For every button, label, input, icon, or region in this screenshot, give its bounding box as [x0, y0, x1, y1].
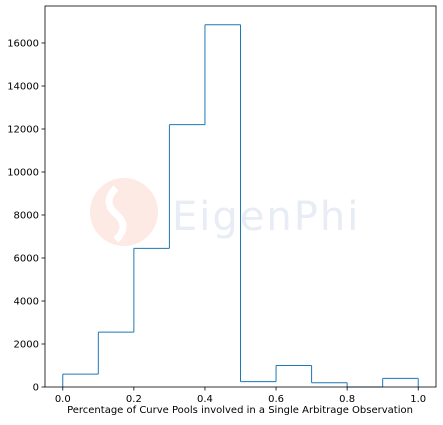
x-tick-label: 0.0: [55, 394, 71, 405]
x-tick-label: 0.8: [339, 394, 355, 405]
plot-frame: [44, 5, 437, 388]
y-tick-label: 16000: [7, 38, 39, 49]
y-tick-label: 4000: [14, 296, 39, 307]
x-tick-label: 1.0: [410, 394, 426, 405]
x-axis-label: Percentage of Curve Pools involved in a …: [67, 405, 413, 416]
y-tick-label: 8000: [14, 210, 39, 221]
watermark: EigenPhi: [172, 194, 360, 240]
y-tick-label: 12000: [7, 124, 39, 135]
y-tick-label: 0: [33, 383, 39, 394]
watermark-logo: [90, 178, 158, 246]
y-tick-label: 2000: [14, 339, 39, 350]
y-tick-label: 14000: [7, 81, 39, 92]
x-tick-label: 0.6: [268, 394, 284, 405]
y-tick-label: 10000: [7, 167, 39, 178]
y-tick-label: 6000: [14, 253, 39, 264]
x-tick-label: 0.4: [197, 394, 213, 405]
x-tick-label: 0.2: [126, 394, 142, 405]
